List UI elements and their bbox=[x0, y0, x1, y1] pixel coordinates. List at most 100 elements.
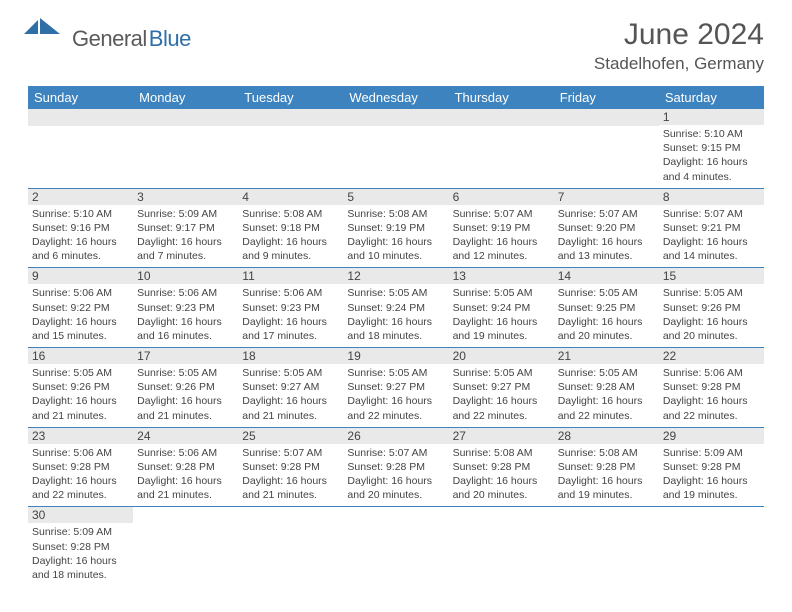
day-header: Sunday bbox=[28, 86, 133, 109]
sunset-text: Sunset: 9:19 PM bbox=[347, 221, 444, 235]
calendar-cell: 16Sunrise: 5:05 AMSunset: 9:26 PMDayligh… bbox=[28, 348, 133, 428]
sunset-text: Sunset: 9:23 PM bbox=[242, 301, 339, 315]
daylight1-text: Daylight: 16 hours bbox=[242, 474, 339, 488]
cell-body: Sunrise: 5:06 AMSunset: 9:28 PMDaylight:… bbox=[28, 444, 133, 507]
sunrise-text: Sunrise: 5:07 AM bbox=[453, 207, 550, 221]
calendar-cell bbox=[449, 507, 554, 586]
daylight1-text: Daylight: 16 hours bbox=[32, 394, 129, 408]
daylight1-text: Daylight: 16 hours bbox=[347, 394, 444, 408]
header: GeneralBlue June 2024 Stadelhofen, Germa… bbox=[28, 18, 764, 74]
day-number: 26 bbox=[343, 428, 448, 444]
day-number: 28 bbox=[554, 428, 659, 444]
sunset-text: Sunset: 9:20 PM bbox=[558, 221, 655, 235]
daylight1-text: Daylight: 16 hours bbox=[32, 474, 129, 488]
sunrise-text: Sunrise: 5:05 AM bbox=[453, 366, 550, 380]
day-number: 22 bbox=[659, 348, 764, 364]
calendar-cell bbox=[554, 109, 659, 188]
sunset-text: Sunset: 9:15 PM bbox=[663, 141, 760, 155]
daynum-strip bbox=[554, 109, 659, 126]
day-header: Friday bbox=[554, 86, 659, 109]
day-header: Tuesday bbox=[238, 86, 343, 109]
daylight2-text: and 22 minutes. bbox=[453, 409, 550, 423]
daylight2-text: and 16 minutes. bbox=[137, 329, 234, 343]
sunrise-text: Sunrise: 5:10 AM bbox=[663, 127, 760, 141]
cell-body: Sunrise: 5:06 AMSunset: 9:28 PMDaylight:… bbox=[133, 444, 238, 507]
sunrise-text: Sunrise: 5:05 AM bbox=[558, 366, 655, 380]
cell-body: Sunrise: 5:07 AMSunset: 9:28 PMDaylight:… bbox=[343, 444, 448, 507]
day-number: 18 bbox=[238, 348, 343, 364]
sunrise-text: Sunrise: 5:05 AM bbox=[347, 286, 444, 300]
cell-body: Sunrise: 5:05 AMSunset: 9:27 AMDaylight:… bbox=[238, 364, 343, 427]
day-header: Thursday bbox=[449, 86, 554, 109]
cell-body: Sunrise: 5:08 AMSunset: 9:28 PMDaylight:… bbox=[554, 444, 659, 507]
calendar-cell: 23Sunrise: 5:06 AMSunset: 9:28 PMDayligh… bbox=[28, 427, 133, 507]
daylight1-text: Daylight: 16 hours bbox=[558, 394, 655, 408]
sunrise-text: Sunrise: 5:06 AM bbox=[663, 366, 760, 380]
calendar-cell: 15Sunrise: 5:05 AMSunset: 9:26 PMDayligh… bbox=[659, 268, 764, 348]
daylight2-text: and 14 minutes. bbox=[663, 249, 760, 263]
cell-body: Sunrise: 5:05 AMSunset: 9:24 PMDaylight:… bbox=[449, 284, 554, 347]
daylight2-text: and 12 minutes. bbox=[453, 249, 550, 263]
day-number: 7 bbox=[554, 189, 659, 205]
cell-body: Sunrise: 5:05 AMSunset: 9:27 PMDaylight:… bbox=[449, 364, 554, 427]
daylight2-text: and 13 minutes. bbox=[558, 249, 655, 263]
sunset-text: Sunset: 9:28 AM bbox=[558, 380, 655, 394]
title-block: June 2024 Stadelhofen, Germany bbox=[594, 18, 764, 74]
calendar-row: 2Sunrise: 5:10 AMSunset: 9:16 PMDaylight… bbox=[28, 188, 764, 268]
cell-body: Sunrise: 5:07 AMSunset: 9:28 PMDaylight:… bbox=[238, 444, 343, 507]
daylight1-text: Daylight: 16 hours bbox=[242, 394, 339, 408]
daynum-strip bbox=[28, 109, 133, 126]
daylight1-text: Daylight: 16 hours bbox=[558, 474, 655, 488]
sunrise-text: Sunrise: 5:09 AM bbox=[137, 207, 234, 221]
day-number: 4 bbox=[238, 189, 343, 205]
day-number: 21 bbox=[554, 348, 659, 364]
daylight2-text: and 4 minutes. bbox=[663, 170, 760, 184]
sunset-text: Sunset: 9:27 PM bbox=[453, 380, 550, 394]
sunset-text: Sunset: 9:28 PM bbox=[242, 460, 339, 474]
calendar-cell: 8Sunrise: 5:07 AMSunset: 9:21 PMDaylight… bbox=[659, 188, 764, 268]
calendar-cell: 25Sunrise: 5:07 AMSunset: 9:28 PMDayligh… bbox=[238, 427, 343, 507]
day-number: 5 bbox=[343, 189, 448, 205]
cell-body: Sunrise: 5:06 AMSunset: 9:28 PMDaylight:… bbox=[659, 364, 764, 427]
daylight2-text: and 20 minutes. bbox=[663, 329, 760, 343]
day-header: Saturday bbox=[659, 86, 764, 109]
daylight2-text: and 6 minutes. bbox=[32, 249, 129, 263]
sunrise-text: Sunrise: 5:08 AM bbox=[347, 207, 444, 221]
sunrise-text: Sunrise: 5:06 AM bbox=[137, 286, 234, 300]
daylight2-text: and 21 minutes. bbox=[137, 488, 234, 502]
cell-body: Sunrise: 5:10 AMSunset: 9:16 PMDaylight:… bbox=[28, 205, 133, 268]
cell-body: Sunrise: 5:08 AMSunset: 9:18 PMDaylight:… bbox=[238, 205, 343, 268]
calendar-cell: 27Sunrise: 5:08 AMSunset: 9:28 PMDayligh… bbox=[449, 427, 554, 507]
day-number: 8 bbox=[659, 189, 764, 205]
daylight2-text: and 19 minutes. bbox=[663, 488, 760, 502]
calendar-cell: 10Sunrise: 5:06 AMSunset: 9:23 PMDayligh… bbox=[133, 268, 238, 348]
daylight1-text: Daylight: 16 hours bbox=[663, 155, 760, 169]
cell-body: Sunrise: 5:09 AMSunset: 9:17 PMDaylight:… bbox=[133, 205, 238, 268]
sunset-text: Sunset: 9:23 PM bbox=[137, 301, 234, 315]
daylight2-text: and 9 minutes. bbox=[242, 249, 339, 263]
cell-body: Sunrise: 5:07 AMSunset: 9:19 PMDaylight:… bbox=[449, 205, 554, 268]
calendar-cell: 17Sunrise: 5:05 AMSunset: 9:26 PMDayligh… bbox=[133, 348, 238, 428]
day-header-row: Sunday Monday Tuesday Wednesday Thursday… bbox=[28, 86, 764, 109]
sunrise-text: Sunrise: 5:08 AM bbox=[453, 446, 550, 460]
calendar-cell: 18Sunrise: 5:05 AMSunset: 9:27 AMDayligh… bbox=[238, 348, 343, 428]
sunset-text: Sunset: 9:24 PM bbox=[453, 301, 550, 315]
sunrise-text: Sunrise: 5:08 AM bbox=[558, 446, 655, 460]
sunrise-text: Sunrise: 5:06 AM bbox=[32, 286, 129, 300]
daylight1-text: Daylight: 16 hours bbox=[32, 554, 129, 568]
daylight1-text: Daylight: 16 hours bbox=[137, 235, 234, 249]
calendar-cell bbox=[133, 507, 238, 586]
calendar-cell: 4Sunrise: 5:08 AMSunset: 9:18 PMDaylight… bbox=[238, 188, 343, 268]
cell-body: Sunrise: 5:05 AMSunset: 9:26 PMDaylight:… bbox=[133, 364, 238, 427]
sunset-text: Sunset: 9:26 PM bbox=[137, 380, 234, 394]
daynum-strip bbox=[133, 109, 238, 126]
cell-body: Sunrise: 5:06 AMSunset: 9:22 PMDaylight:… bbox=[28, 284, 133, 347]
daylight1-text: Daylight: 16 hours bbox=[453, 235, 550, 249]
sunset-text: Sunset: 9:26 PM bbox=[663, 301, 760, 315]
daylight2-text: and 21 minutes. bbox=[137, 409, 234, 423]
calendar-cell: 7Sunrise: 5:07 AMSunset: 9:20 PMDaylight… bbox=[554, 188, 659, 268]
calendar-row: 9Sunrise: 5:06 AMSunset: 9:22 PMDaylight… bbox=[28, 268, 764, 348]
sunset-text: Sunset: 9:24 PM bbox=[347, 301, 444, 315]
daylight2-text: and 21 minutes. bbox=[242, 409, 339, 423]
daylight1-text: Daylight: 16 hours bbox=[137, 394, 234, 408]
